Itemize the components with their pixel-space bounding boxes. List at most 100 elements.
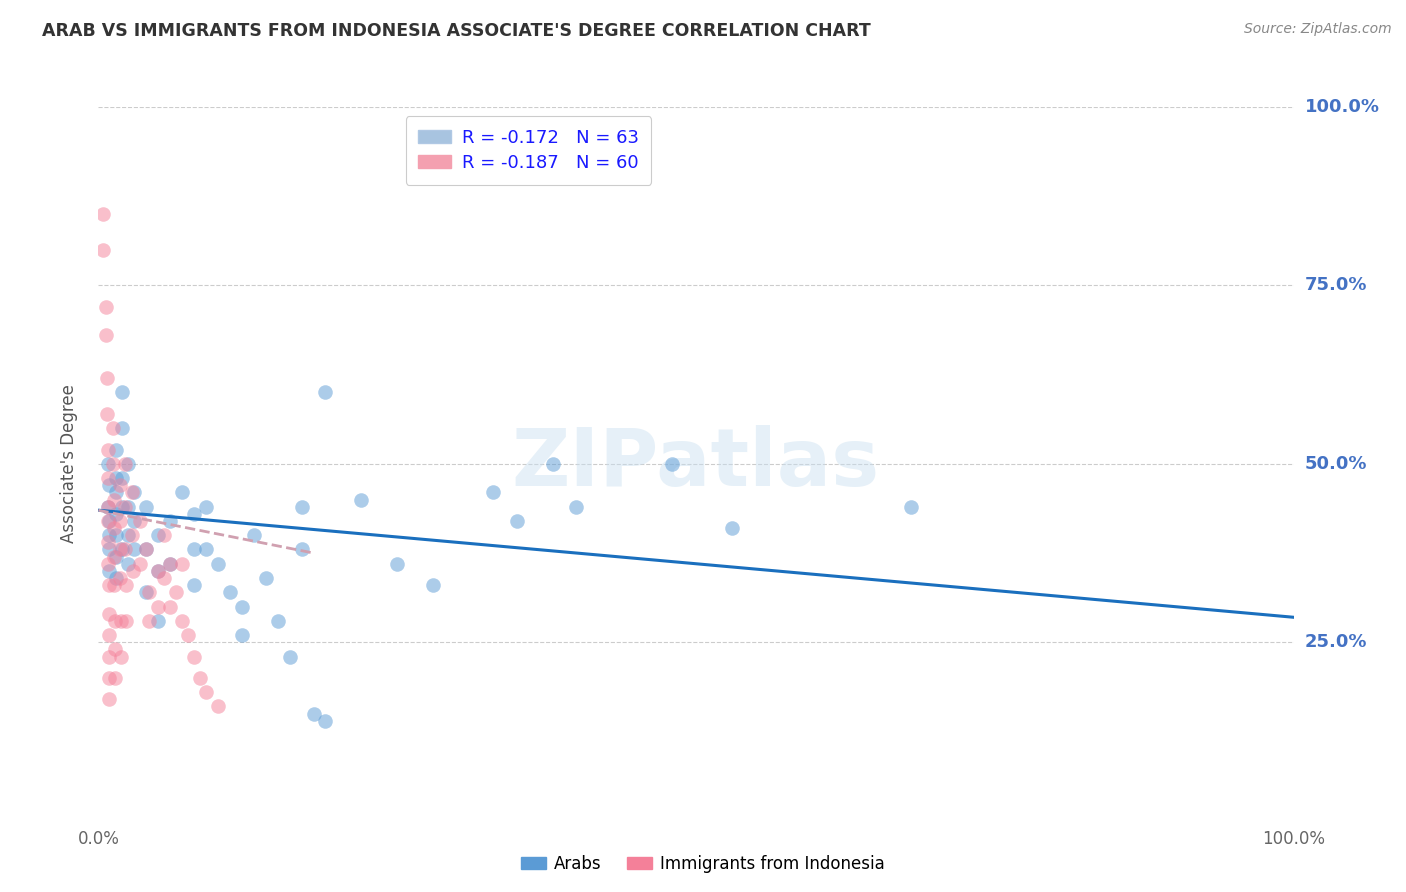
Point: [194, 500, 217, 514]
Point: [172, 557, 194, 571]
Point: [105, 549, 128, 564]
Point: [565, 500, 588, 514]
Point: [117, 457, 139, 471]
Point: [129, 514, 152, 528]
Point: [541, 457, 564, 471]
Point: [101, 457, 124, 471]
Point: [138, 614, 160, 628]
Point: [115, 614, 138, 628]
Legend: Arabs, Immigrants from Indonesia: Arabs, Immigrants from Indonesia: [515, 848, 891, 880]
Point: [97, 500, 120, 514]
Point: [108, 571, 131, 585]
Point: [103, 578, 125, 592]
Point: [101, 421, 124, 435]
Point: [96, 371, 118, 385]
Point: [159, 514, 181, 528]
Point: [177, 628, 200, 642]
Point: [114, 457, 136, 471]
Point: [98, 514, 121, 528]
Point: [98, 649, 121, 664]
Point: [315, 385, 337, 400]
Point: [124, 485, 146, 500]
Point: [254, 571, 277, 585]
Point: [219, 585, 242, 599]
Point: [350, 492, 373, 507]
Point: [129, 557, 152, 571]
Point: [117, 500, 139, 514]
Y-axis label: Associate's Degree: Associate's Degree: [59, 384, 77, 543]
Point: [278, 649, 301, 664]
Text: 25.0%: 25.0%: [1305, 633, 1367, 651]
Point: [111, 421, 134, 435]
Point: [267, 614, 290, 628]
Point: [97, 442, 120, 457]
Point: [422, 578, 444, 592]
Point: [194, 685, 217, 699]
Point: [108, 542, 131, 557]
Point: [108, 478, 131, 492]
Point: [110, 649, 132, 664]
Point: [122, 564, 145, 578]
Point: [135, 542, 157, 557]
Point: [114, 500, 136, 514]
Point: [135, 542, 157, 557]
Point: [108, 514, 131, 528]
Point: [721, 521, 744, 535]
Point: [103, 492, 125, 507]
Point: [148, 564, 170, 578]
Text: ARAB VS IMMIGRANTS FROM INDONESIA ASSOCIATE'S DEGREE CORRELATION CHART: ARAB VS IMMIGRANTS FROM INDONESIA ASSOCI…: [42, 22, 870, 40]
Point: [159, 557, 181, 571]
Point: [98, 528, 121, 542]
Point: [153, 528, 176, 542]
Point: [117, 557, 139, 571]
Point: [97, 514, 120, 528]
Point: [661, 457, 683, 471]
Point: [302, 706, 325, 721]
Point: [105, 485, 128, 500]
Point: [183, 649, 205, 664]
Point: [159, 557, 181, 571]
Point: [148, 564, 170, 578]
Legend: R = -0.172   N = 63, R = -0.187   N = 60: R = -0.172 N = 63, R = -0.187 N = 60: [406, 116, 651, 185]
Point: [900, 500, 922, 514]
Point: [121, 485, 143, 500]
Point: [172, 614, 194, 628]
Point: [115, 578, 138, 592]
Point: [148, 599, 170, 614]
Point: [231, 628, 253, 642]
Point: [231, 599, 253, 614]
Point: [104, 642, 127, 657]
Point: [153, 571, 176, 585]
Point: [290, 542, 312, 557]
Point: [91, 207, 114, 221]
Text: Source: ZipAtlas.com: Source: ZipAtlas.com: [1244, 22, 1392, 37]
Point: [124, 542, 146, 557]
Point: [183, 542, 205, 557]
Point: [97, 457, 120, 471]
Point: [94, 300, 117, 314]
Point: [111, 500, 134, 514]
Point: [315, 714, 337, 728]
Point: [135, 585, 157, 599]
Point: [117, 528, 139, 542]
Point: [114, 542, 136, 557]
Point: [98, 671, 121, 685]
Point: [290, 500, 312, 514]
Point: [104, 671, 127, 685]
Text: 75.0%: 75.0%: [1305, 277, 1367, 294]
Point: [506, 514, 529, 528]
Point: [98, 478, 121, 492]
Point: [105, 571, 128, 585]
Point: [111, 471, 134, 485]
Point: [207, 557, 229, 571]
Point: [103, 549, 125, 564]
Point: [98, 564, 121, 578]
Point: [105, 507, 128, 521]
Text: 100.0%: 100.0%: [1305, 98, 1379, 116]
Text: 50.0%: 50.0%: [1305, 455, 1367, 473]
Point: [97, 500, 120, 514]
Point: [105, 528, 128, 542]
Point: [148, 614, 170, 628]
Point: [104, 614, 127, 628]
Point: [124, 514, 146, 528]
